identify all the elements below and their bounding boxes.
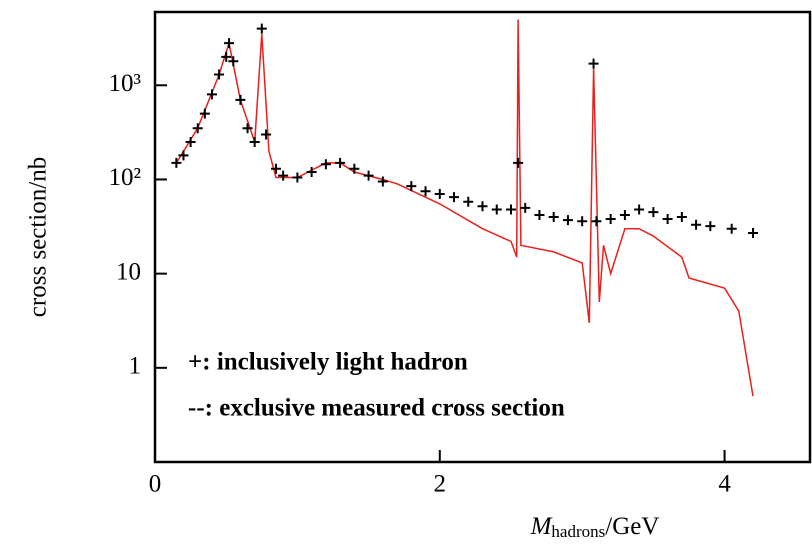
plus-marker	[534, 209, 545, 220]
plus-marker	[505, 204, 516, 215]
plus-marker	[748, 228, 759, 239]
plus-marker	[228, 56, 239, 67]
y-tick-label: 10²	[109, 164, 142, 191]
plus-marker	[491, 204, 502, 215]
plus-marker	[256, 23, 267, 34]
plus-marker	[178, 150, 189, 161]
plus-marker	[278, 170, 289, 181]
plus-marker	[726, 223, 737, 234]
plus-marker	[377, 176, 388, 187]
plus-marker	[434, 189, 445, 200]
plus-marker	[206, 89, 217, 100]
plus-marker	[192, 123, 203, 134]
plus-marker	[235, 94, 246, 105]
plus-marker	[271, 163, 282, 174]
plus-marker	[224, 38, 235, 49]
plus-marker	[648, 207, 659, 218]
legend-entry: +: inclusively light hadron	[188, 349, 468, 376]
plus-marker	[185, 136, 196, 147]
plus-marker	[406, 181, 417, 192]
plus-marker	[292, 172, 303, 183]
plus-marker	[335, 157, 346, 168]
plus-marker	[619, 209, 630, 220]
plot-frame	[153, 10, 812, 464]
plus-marker	[634, 204, 645, 215]
plus-marker	[562, 215, 573, 226]
series-line	[175, 19, 754, 397]
plus-marker	[363, 170, 374, 181]
x-tick-label: 2	[434, 471, 447, 498]
plus-marker	[214, 69, 225, 80]
plus-marker	[420, 186, 431, 197]
y-tick-label: 10³	[109, 70, 142, 97]
plus-marker	[591, 216, 602, 227]
plus-marker	[548, 211, 559, 222]
x-tick-label: 4	[718, 471, 731, 498]
plus-marker	[349, 163, 360, 174]
plus-marker	[513, 157, 524, 168]
plus-marker	[320, 159, 331, 170]
x-tick-label: 0	[149, 471, 162, 498]
plus-marker	[605, 214, 616, 225]
y-tick-label: 10	[116, 258, 141, 285]
plus-marker	[705, 221, 716, 232]
plus-marker	[676, 211, 687, 222]
legend-entry: --: exclusive measured cross section	[188, 395, 565, 422]
plus-marker	[662, 214, 673, 225]
y-axis-label: cross section/nb	[25, 157, 52, 317]
plus-marker	[449, 192, 460, 203]
plus-marker	[242, 123, 253, 134]
x-axis-label: Mhadrons/GeV	[530, 513, 660, 541]
plus-marker	[306, 167, 317, 178]
plus-marker	[477, 201, 488, 212]
plus-marker	[199, 108, 210, 119]
plus-marker	[520, 202, 531, 213]
plus-marker	[463, 196, 474, 207]
y-tick-label: 1	[129, 353, 142, 380]
plus-marker	[171, 157, 182, 168]
plus-marker	[577, 216, 588, 227]
plus-marker	[249, 136, 260, 147]
plus-marker	[221, 51, 232, 62]
plus-marker	[261, 129, 272, 140]
plus-marker	[588, 58, 599, 69]
plus-marker	[691, 219, 702, 230]
